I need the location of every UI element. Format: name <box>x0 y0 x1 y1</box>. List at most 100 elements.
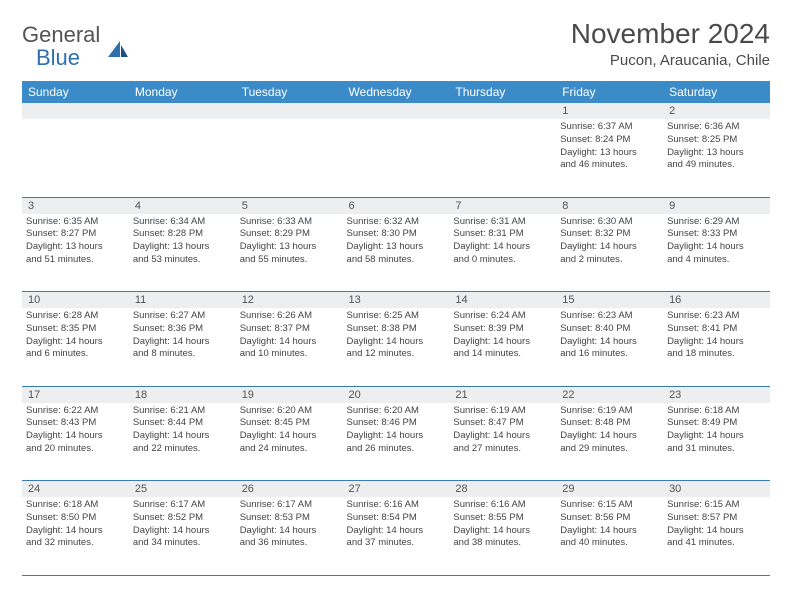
sunset-text: Sunset: 8:31 PM <box>453 228 552 241</box>
daylight-line1: Daylight: 14 hours <box>347 525 446 538</box>
daylight-line2: and 37 minutes. <box>347 537 446 550</box>
daylight-line2: and 40 minutes. <box>560 537 659 550</box>
day-number: 16 <box>663 292 770 309</box>
day-cell: Sunrise: 6:24 AMSunset: 8:39 PMDaylight:… <box>449 308 556 386</box>
day-cell: Sunrise: 6:36 AMSunset: 8:25 PMDaylight:… <box>663 119 770 197</box>
day-cell: Sunrise: 6:22 AMSunset: 8:43 PMDaylight:… <box>22 403 129 481</box>
sunset-text: Sunset: 8:44 PM <box>133 417 232 430</box>
week-row: Sunrise: 6:18 AMSunset: 8:50 PMDaylight:… <box>22 497 770 575</box>
dow-row: Sunday Monday Tuesday Wednesday Thursday… <box>22 81 770 103</box>
day-number: 17 <box>22 386 129 403</box>
week-row: Sunrise: 6:37 AMSunset: 8:24 PMDaylight:… <box>22 119 770 197</box>
day-cell: Sunrise: 6:19 AMSunset: 8:48 PMDaylight:… <box>556 403 663 481</box>
daylight-line1: Daylight: 14 hours <box>133 430 232 443</box>
title-block: November 2024 Pucon, Araucania, Chile <box>571 18 770 69</box>
day-cell: Sunrise: 6:20 AMSunset: 8:46 PMDaylight:… <box>343 403 450 481</box>
day-cell: Sunrise: 6:17 AMSunset: 8:53 PMDaylight:… <box>236 497 343 575</box>
daylight-line1: Daylight: 14 hours <box>453 241 552 254</box>
sunset-text: Sunset: 8:24 PM <box>560 134 659 147</box>
sunset-text: Sunset: 8:28 PM <box>133 228 232 241</box>
daylight-line2: and 24 minutes. <box>240 443 339 456</box>
day-cell: Sunrise: 6:27 AMSunset: 8:36 PMDaylight:… <box>129 308 236 386</box>
daylight-line2: and 10 minutes. <box>240 348 339 361</box>
sunrise-text: Sunrise: 6:23 AM <box>560 310 659 323</box>
day-number: 13 <box>343 292 450 309</box>
sunrise-text: Sunrise: 6:16 AM <box>347 499 446 512</box>
daylight-line2: and 22 minutes. <box>133 443 232 456</box>
sunset-text: Sunset: 8:43 PM <box>26 417 125 430</box>
day-cell: Sunrise: 6:15 AMSunset: 8:56 PMDaylight:… <box>556 497 663 575</box>
sunset-text: Sunset: 8:50 PM <box>26 512 125 525</box>
month-title: November 2024 <box>571 18 770 50</box>
sunrise-text: Sunrise: 6:16 AM <box>453 499 552 512</box>
sunset-text: Sunset: 8:36 PM <box>133 323 232 336</box>
day-cell: Sunrise: 6:16 AMSunset: 8:55 PMDaylight:… <box>449 497 556 575</box>
sunset-text: Sunset: 8:54 PM <box>347 512 446 525</box>
day-number <box>129 103 236 119</box>
daylight-line2: and 29 minutes. <box>560 443 659 456</box>
daylight-line2: and 36 minutes. <box>240 537 339 550</box>
sunset-text: Sunset: 8:47 PM <box>453 417 552 430</box>
sunrise-text: Sunrise: 6:22 AM <box>26 405 125 418</box>
daylight-line1: Daylight: 14 hours <box>240 430 339 443</box>
day-cell: Sunrise: 6:23 AMSunset: 8:41 PMDaylight:… <box>663 308 770 386</box>
daylight-line2: and 34 minutes. <box>133 537 232 550</box>
day-cell: Sunrise: 6:25 AMSunset: 8:38 PMDaylight:… <box>343 308 450 386</box>
sunset-text: Sunset: 8:52 PM <box>133 512 232 525</box>
day-number: 7 <box>449 197 556 214</box>
sunrise-text: Sunrise: 6:18 AM <box>667 405 766 418</box>
sunset-text: Sunset: 8:32 PM <box>560 228 659 241</box>
sunset-text: Sunset: 8:53 PM <box>240 512 339 525</box>
sunset-text: Sunset: 8:48 PM <box>560 417 659 430</box>
daynum-row: 10111213141516 <box>22 292 770 309</box>
sunset-text: Sunset: 8:40 PM <box>560 323 659 336</box>
sunset-text: Sunset: 8:49 PM <box>667 417 766 430</box>
dow-wednesday: Wednesday <box>343 81 450 103</box>
daylight-line2: and 20 minutes. <box>26 443 125 456</box>
day-number: 30 <box>663 481 770 498</box>
day-number: 10 <box>22 292 129 309</box>
sunrise-text: Sunrise: 6:19 AM <box>560 405 659 418</box>
day-number: 28 <box>449 481 556 498</box>
day-number: 24 <box>22 481 129 498</box>
sunrise-text: Sunrise: 6:30 AM <box>560 216 659 229</box>
daylight-line2: and 0 minutes. <box>453 254 552 267</box>
day-number: 11 <box>129 292 236 309</box>
sunset-text: Sunset: 8:39 PM <box>453 323 552 336</box>
location: Pucon, Araucania, Chile <box>571 52 770 69</box>
sunrise-text: Sunrise: 6:20 AM <box>240 405 339 418</box>
dow-thursday: Thursday <box>449 81 556 103</box>
daylight-line1: Daylight: 14 hours <box>133 525 232 538</box>
daylight-line1: Daylight: 14 hours <box>560 525 659 538</box>
sunrise-text: Sunrise: 6:24 AM <box>453 310 552 323</box>
logo-sail-icon <box>106 39 130 59</box>
sunrise-text: Sunrise: 6:26 AM <box>240 310 339 323</box>
header: General Blue November 2024 Pucon, Arauca… <box>22 18 770 71</box>
daylight-line1: Daylight: 13 hours <box>347 241 446 254</box>
daylight-line2: and 16 minutes. <box>560 348 659 361</box>
sunset-text: Sunset: 8:33 PM <box>667 228 766 241</box>
day-number: 20 <box>343 386 450 403</box>
sunrise-text: Sunrise: 6:17 AM <box>240 499 339 512</box>
day-number: 1 <box>556 103 663 119</box>
day-number: 19 <box>236 386 343 403</box>
day-cell: Sunrise: 6:34 AMSunset: 8:28 PMDaylight:… <box>129 214 236 292</box>
dow-tuesday: Tuesday <box>236 81 343 103</box>
day-number: 12 <box>236 292 343 309</box>
sunrise-text: Sunrise: 6:37 AM <box>560 121 659 134</box>
day-number: 21 <box>449 386 556 403</box>
sunrise-text: Sunrise: 6:17 AM <box>133 499 232 512</box>
day-cell <box>343 119 450 197</box>
day-number <box>236 103 343 119</box>
daynum-row: 24252627282930 <box>22 481 770 498</box>
daylight-line2: and 49 minutes. <box>667 159 766 172</box>
daylight-line1: Daylight: 14 hours <box>347 336 446 349</box>
dow-sunday: Sunday <box>22 81 129 103</box>
calendar-table: Sunday Monday Tuesday Wednesday Thursday… <box>22 81 770 576</box>
sunrise-text: Sunrise: 6:23 AM <box>667 310 766 323</box>
daylight-line2: and 51 minutes. <box>26 254 125 267</box>
daylight-line1: Daylight: 14 hours <box>667 241 766 254</box>
day-number <box>449 103 556 119</box>
day-cell: Sunrise: 6:16 AMSunset: 8:54 PMDaylight:… <box>343 497 450 575</box>
sunrise-text: Sunrise: 6:33 AM <box>240 216 339 229</box>
